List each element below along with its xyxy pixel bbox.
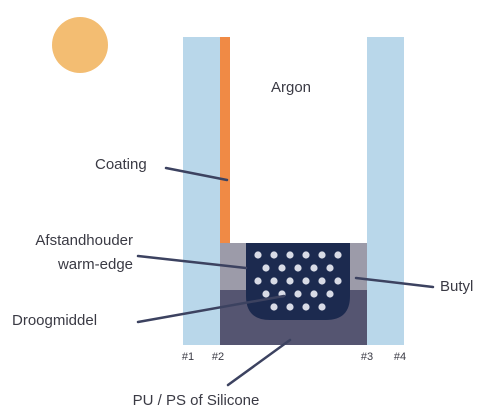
desiccant-dot <box>286 277 294 285</box>
desiccant-dot <box>318 251 326 259</box>
coating-layer <box>220 37 230 243</box>
desiccant-dots <box>254 251 342 311</box>
gas-label: Argon <box>271 79 311 96</box>
desiccant-dot <box>334 251 342 259</box>
desiccant-dot <box>286 251 294 259</box>
leader-line <box>354 276 435 289</box>
desiccant-dot <box>262 264 270 272</box>
surface-label: #3 <box>361 351 373 363</box>
leader-line <box>136 294 286 324</box>
desiccant-dot <box>326 290 334 298</box>
sun <box>52 17 108 73</box>
desiccant-dot <box>254 277 262 285</box>
desiccant-dot <box>326 264 334 272</box>
butyl-label: Butyl <box>440 278 473 295</box>
desiccant-dot <box>270 251 278 259</box>
desiccant-dot <box>302 303 310 311</box>
spacer <box>246 243 350 320</box>
desiccant-dot <box>318 303 326 311</box>
desiccant-dot <box>278 264 286 272</box>
desiccant-dot <box>302 251 310 259</box>
desiccant-dot <box>310 290 318 298</box>
desiccant-dot <box>270 303 278 311</box>
desiccant-dot <box>302 277 310 285</box>
desiccant-dot <box>294 290 302 298</box>
glass-pane-right <box>367 37 404 345</box>
desiccant-dot <box>334 277 342 285</box>
surface-label: #4 <box>394 351 406 363</box>
leader-line <box>164 166 229 182</box>
desiccant-dot <box>294 264 302 272</box>
desiccant-dot <box>262 290 270 298</box>
desiccant-dot <box>254 251 262 259</box>
spacer-label: warm-edge <box>57 256 133 273</box>
desiccant-dot <box>318 277 326 285</box>
desiccant-dot <box>310 264 318 272</box>
glass-pane-left <box>183 37 220 345</box>
desiccant-dot <box>270 277 278 285</box>
spacer-label: Afstandhouder <box>35 232 133 249</box>
desiccant-label: Droogmiddel <box>12 312 97 329</box>
sealant-label: PU / PS of Silicone <box>133 392 260 409</box>
leader-line <box>136 254 248 270</box>
surface-label: #1 <box>182 351 194 363</box>
desiccant-dot <box>286 303 294 311</box>
coating-label: Coating <box>95 156 147 173</box>
surface-label: #2 <box>212 351 224 363</box>
leader-line <box>226 338 292 387</box>
